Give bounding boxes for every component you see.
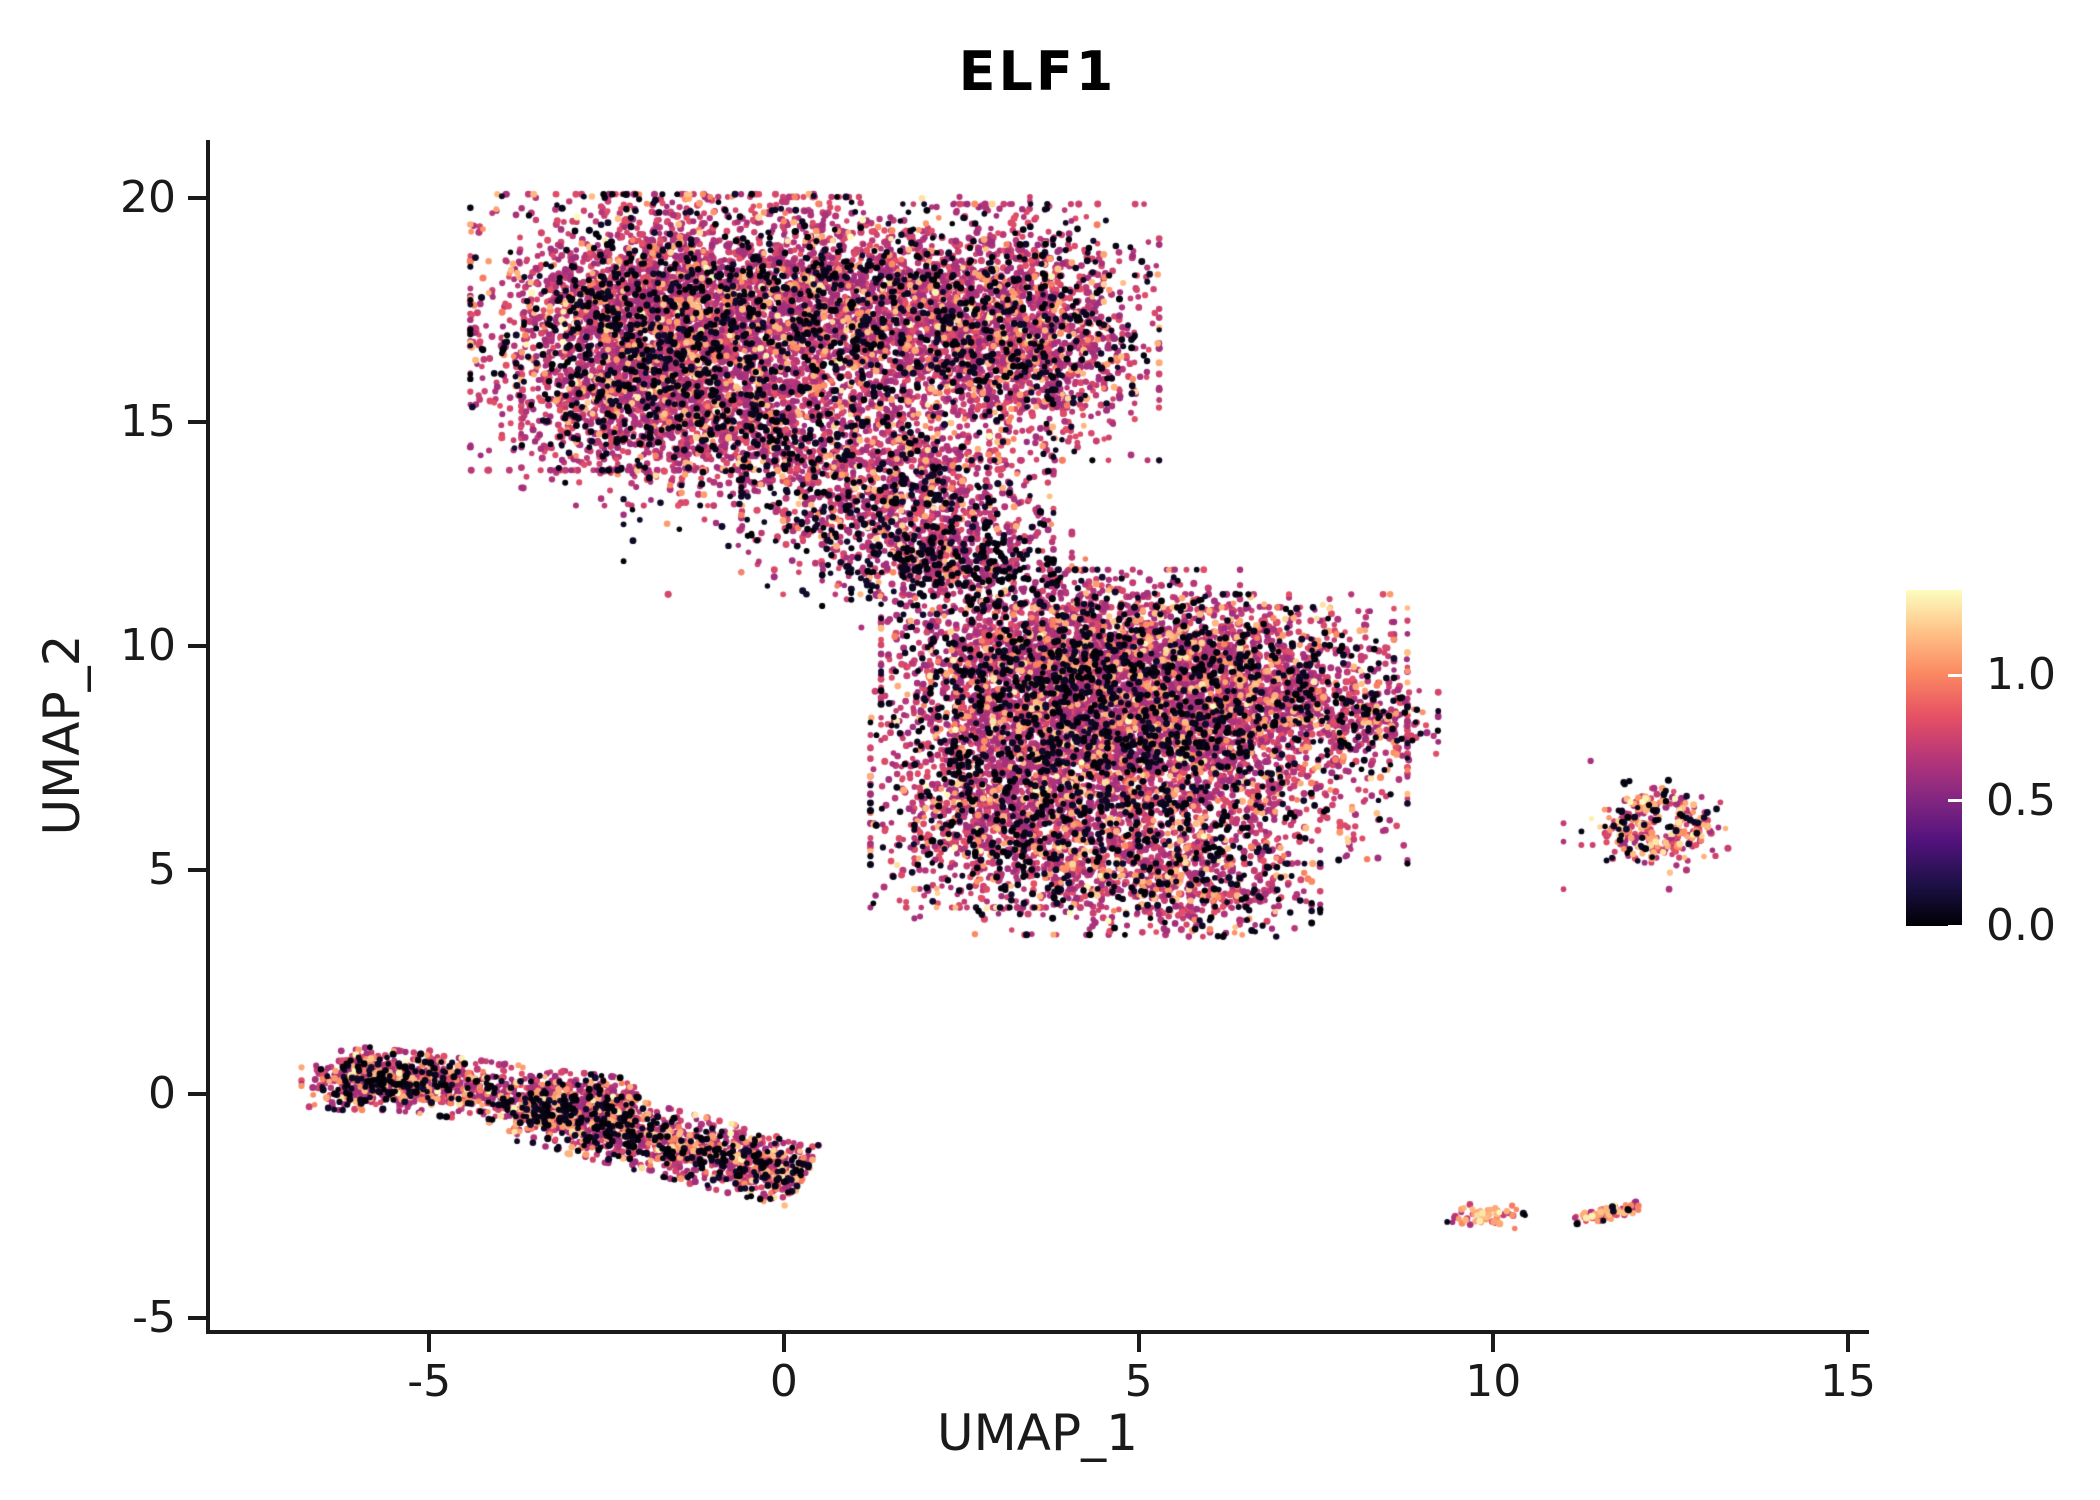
y-tick-label: 10 bbox=[120, 619, 176, 671]
x-tick-mark bbox=[1491, 1334, 1496, 1352]
colorbar-gradient bbox=[1906, 590, 1962, 926]
y-tick-label: -5 bbox=[132, 1291, 176, 1343]
x-tick-label: -5 bbox=[407, 1356, 452, 1407]
x-tick-mark bbox=[781, 1334, 786, 1352]
colorbar-tick-label: 1.0 bbox=[1986, 649, 2056, 701]
y-tick-mark bbox=[188, 1315, 206, 1320]
x-tick-label: 0 bbox=[769, 1356, 798, 1407]
y-axis-line bbox=[206, 140, 210, 1334]
y-tick-label: 15 bbox=[120, 395, 176, 447]
y-tick-mark bbox=[188, 419, 206, 424]
x-tick-mark bbox=[427, 1334, 432, 1352]
y-tick-label: 5 bbox=[148, 843, 176, 895]
scatter-points-canvas bbox=[210, 140, 1865, 1330]
x-tick-label: 10 bbox=[1465, 1356, 1522, 1407]
y-tick-label: 20 bbox=[120, 171, 176, 223]
x-tick-label: 5 bbox=[1124, 1356, 1153, 1407]
y-tick-mark bbox=[188, 643, 206, 648]
colorbar-tick-label: 0.5 bbox=[1986, 774, 2056, 826]
plot-title: ELF1 bbox=[958, 40, 1117, 103]
x-axis-title: UMAP_1 bbox=[937, 1404, 1138, 1462]
y-tick-label: 0 bbox=[148, 1067, 176, 1119]
y-tick-mark bbox=[188, 1091, 206, 1096]
x-tick-mark bbox=[1136, 1334, 1141, 1352]
colorbar-tick-label: 0.0 bbox=[1986, 900, 2056, 951]
y-tick-mark bbox=[188, 867, 206, 872]
colorbar-tick-mark bbox=[1948, 799, 1962, 803]
y-tick-mark bbox=[188, 195, 206, 200]
x-tick-label: 15 bbox=[1819, 1356, 1876, 1407]
x-tick-mark bbox=[1845, 1334, 1850, 1352]
colorbar-tick-mark bbox=[1948, 673, 1962, 677]
x-axis-line bbox=[206, 1330, 1869, 1334]
colorbar-tick-mark bbox=[1948, 924, 1962, 928]
